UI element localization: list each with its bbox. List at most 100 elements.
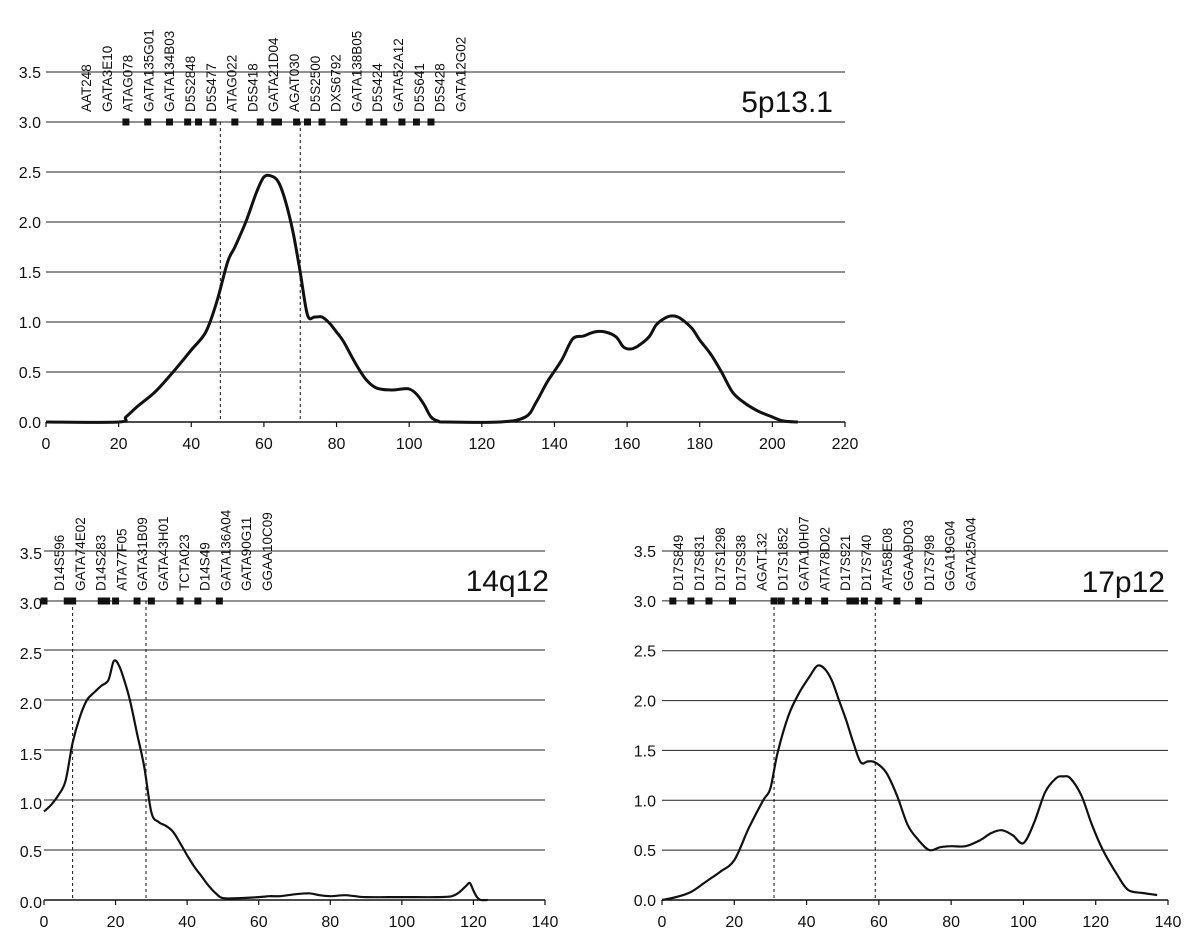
marker-square	[846, 597, 854, 605]
marker-label: D5S424	[370, 63, 385, 112]
y-tick-label: 3.5	[20, 546, 42, 563]
marker-label: GATA10H07	[796, 516, 811, 591]
x-tick-label: 80	[942, 914, 960, 931]
marker-label: D5S477	[204, 63, 219, 112]
lod-curve	[45, 173, 798, 424]
marker-square	[792, 597, 800, 605]
marker-label: ATA78D02	[817, 527, 832, 591]
y-tick-label: 1.5	[19, 265, 41, 282]
lod-curve	[43, 659, 488, 902]
marker-square	[915, 597, 923, 605]
y-tick-label: 3.5	[19, 65, 41, 82]
marker-label: TCTA023	[177, 534, 192, 591]
marker-square	[821, 597, 829, 605]
marker-label: D17S1852	[776, 527, 791, 591]
marker-square	[728, 597, 736, 605]
marker-square	[705, 597, 713, 605]
marker-label: D17S798	[922, 535, 937, 591]
y-tick-label: 2.0	[19, 215, 41, 232]
marker-square	[40, 597, 48, 605]
marker-label: D14S596	[52, 535, 67, 591]
x-tick-label: 40	[178, 914, 196, 931]
y-tick-label: 2.5	[634, 644, 656, 661]
marker-label: GATA52A12	[391, 38, 406, 112]
marker-label: GATA31B09	[135, 517, 150, 591]
x-tick-label: 160	[614, 436, 641, 453]
y-tick-label: 1.5	[20, 747, 42, 764]
y-tick-label: 2.0	[634, 694, 656, 711]
marker-label: D17S831	[692, 535, 707, 591]
marker-square	[147, 597, 155, 605]
x-tick-label: 0	[42, 436, 51, 453]
x-tick-label: 40	[182, 436, 200, 453]
marker-label: AAT248	[79, 64, 94, 112]
lod-curve	[661, 664, 1158, 902]
marker-square	[875, 597, 883, 605]
marker-square	[69, 597, 77, 605]
panel-title: 17p12	[1082, 566, 1165, 599]
marker-label: D5S418	[245, 63, 260, 112]
marker-square	[303, 118, 311, 126]
marker-label: D5S2500	[308, 56, 323, 112]
marker-square	[398, 118, 406, 126]
marker-square	[274, 118, 282, 126]
marker-label: GATA43H01	[156, 516, 171, 591]
marker-label: GGAA9D03	[901, 520, 916, 591]
x-tick-label: 120	[468, 436, 495, 453]
x-tick-label: 40	[798, 914, 816, 931]
x-tick-label: 120	[460, 914, 487, 931]
marker-square	[195, 118, 203, 126]
marker-label: GGAA10C09	[260, 512, 275, 591]
marker-label: GATA138B05	[349, 31, 364, 112]
y-tick-label: 0.5	[634, 843, 656, 860]
y-tick-label: 0.0	[19, 415, 41, 432]
marker-label: D14S283	[94, 535, 109, 591]
marker-label: D14S49	[198, 542, 213, 591]
x-tick-label: 60	[255, 436, 273, 453]
x-tick-label: 0	[658, 914, 667, 931]
x-tick-label: 100	[1010, 914, 1037, 931]
y-tick-label: 0.5	[20, 844, 42, 861]
marker-square	[318, 118, 326, 126]
x-tick-label: 20	[107, 914, 125, 931]
marker-label: ATA77F05	[114, 528, 129, 591]
marker-square	[112, 597, 120, 605]
marker-label: D17S921	[838, 535, 853, 591]
marker-label: DXS6792	[329, 54, 344, 112]
marker-square	[293, 118, 301, 126]
panel-title: 14q12	[466, 565, 549, 598]
marker-square	[176, 597, 184, 605]
marker-square	[122, 118, 130, 126]
y-tick-label: 2.5	[19, 165, 41, 182]
marker-label: GATA136A04	[218, 509, 233, 591]
marker-square	[144, 118, 152, 126]
marker-square	[340, 118, 348, 126]
marker-label: D5S428	[433, 63, 448, 112]
marker-square	[427, 118, 435, 126]
x-tick-label: 60	[250, 914, 268, 931]
marker-square	[851, 597, 859, 605]
x-tick-label: 20	[110, 436, 128, 453]
marker-label: ATAG022	[225, 55, 240, 112]
marker-label: D17S740	[859, 535, 874, 591]
y-tick-label: 1.0	[20, 796, 42, 813]
x-tick-label: 140	[532, 914, 559, 931]
marker-label: AGAT132	[755, 533, 770, 591]
marker-square	[231, 118, 239, 126]
y-tick-label: 0.5	[19, 365, 41, 382]
panel-14q12: 0.0 0.5 1.0 1.5 2.0 2.5 3.0 3.5 0 20 40 60 80 100 120 1…	[20, 509, 559, 931]
x-tick-label: 60	[870, 914, 888, 931]
y-tick-label: 0.0	[20, 895, 42, 912]
marker-square	[97, 597, 105, 605]
marker-label: GGA19G04	[943, 520, 958, 591]
marker-square	[271, 118, 279, 126]
x-tick-label: 80	[328, 436, 346, 453]
marker-square	[893, 597, 901, 605]
marker-square	[777, 597, 785, 605]
marker-square	[804, 597, 812, 605]
marker-label: GATA135G01	[141, 29, 156, 112]
marker-label: AGAT030	[287, 54, 302, 112]
x-tick-label: 200	[759, 436, 786, 453]
marker-square	[133, 597, 141, 605]
